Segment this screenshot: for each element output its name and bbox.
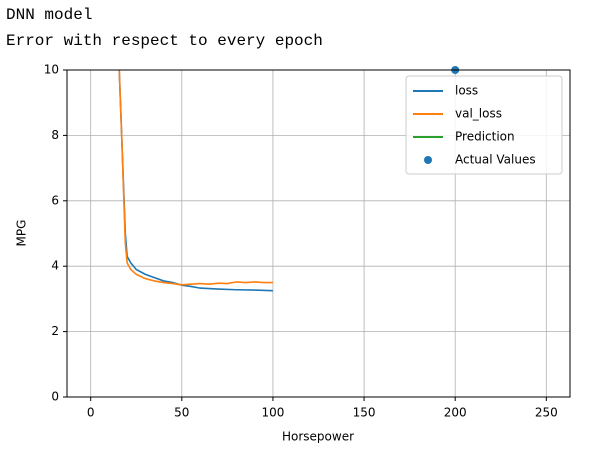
x-tick-label: 200	[444, 406, 467, 420]
y-tick-label: 0	[51, 390, 59, 404]
y-tick-label: 4	[51, 259, 59, 273]
plot-area	[118, 70, 273, 292]
legend-marker	[424, 156, 432, 164]
x-tick-label: 50	[174, 406, 189, 420]
legend-label: Prediction	[455, 130, 515, 144]
y-tick-label: 10	[44, 63, 59, 77]
output-line: Error with respect to every epoch	[6, 32, 323, 50]
y-tick-label: 6	[51, 193, 59, 207]
legend-box	[405, 75, 563, 175]
output-line: DNN model	[6, 6, 93, 24]
legend-label: Actual Values	[455, 153, 536, 167]
x-tick-label: 0	[87, 406, 95, 420]
plot-frame	[66, 69, 571, 398]
legend-label: loss	[455, 84, 478, 98]
x-axis-label: Horsepower	[282, 430, 354, 444]
x-tick-label: 150	[353, 406, 376, 420]
legend: loss val_loss Prediction Actual Values	[405, 75, 563, 175]
line	[118, 70, 273, 292]
y-axis-label: MPG	[15, 220, 29, 247]
legend-label: val_loss	[455, 107, 502, 121]
y-tick-label: 2	[51, 324, 59, 338]
x-tick-label: 250	[535, 406, 558, 420]
y-tick-label: 8	[51, 128, 59, 142]
line	[118, 70, 273, 286]
x-tick-label: 100	[261, 406, 284, 420]
